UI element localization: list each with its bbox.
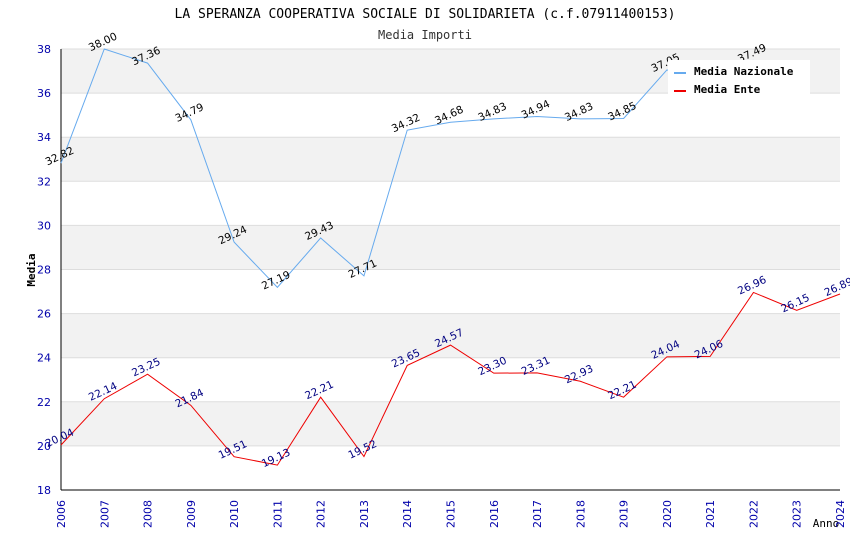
x-tick-label: 2012 [315,500,328,528]
x-axis-label: Anno [813,517,840,530]
x-tick-label: 2010 [228,500,241,528]
y-tick-labels: 18 20 22 24 26 28 30 32 34 36 38 [37,43,51,497]
y-tick-label: 20 [37,440,51,453]
plot-band [61,269,840,314]
y-tick-label: 24 [37,352,51,365]
axes [60,49,840,491]
chart-title: LA SPERANZA COOPERATIVA SOCIALE DI SOLID… [175,7,676,22]
y-tick-label: 32 [37,175,51,188]
y-tick-label: 30 [37,219,51,232]
y-tick-label: 26 [37,308,51,321]
x-tick-label: 2017 [531,500,544,528]
x-tick-label: 2022 [747,500,760,528]
y-tick-label: 38 [37,43,51,56]
legend: Media Nazionale Media Ente [668,60,810,96]
series-line-media-ente [60,291,841,466]
legend-label-media-ente: Media Ente [694,83,761,96]
x-tick-label: 2013 [358,500,371,528]
x-tick-label: 2009 [185,500,198,528]
chart-subtitle: Media Importi [378,28,472,42]
y-tick-label: 18 [37,484,51,497]
y-axis-label: Media [25,253,38,286]
plot-band [61,445,840,490]
plot-bands [61,49,840,490]
plot-band [61,225,840,270]
legend-label-media-nazionale: Media Nazionale [694,65,794,78]
x-tick-label: 2023 [791,500,804,528]
plot-band [61,93,840,138]
y-tick-label: 28 [37,264,51,277]
plot-band [61,181,840,226]
x-tick-label: 2008 [142,500,155,528]
x-tick-labels: 2006 2007 2008 2009 2010 2011 2012 2013 2014 2015… [55,500,847,528]
x-tick-label: 2014 [401,500,414,528]
x-tick-label: 2006 [55,500,68,528]
x-tick-label: 2015 [445,500,458,528]
legend-box [668,60,810,96]
x-tick-label: 2018 [574,500,587,528]
x-tick-label: 2024 [834,500,847,528]
plot-band [61,137,840,182]
x-tick-label: 2021 [704,500,717,528]
x-tick-label: 2011 [271,500,284,528]
y-tick-label: 22 [37,396,51,409]
x-tick-label: 2016 [488,500,501,528]
plot-band [61,313,840,358]
y-tick-label: 36 [37,87,51,100]
plot-band [61,401,840,446]
x-tick-label: 2007 [98,500,111,528]
x-tick-label: 2019 [618,500,631,528]
x-tick-label: 2020 [661,500,674,528]
y-tick-label: 34 [37,131,51,144]
series-lines [60,48,841,466]
series-line-media-nazionale [60,48,754,289]
plot-band [61,357,840,402]
